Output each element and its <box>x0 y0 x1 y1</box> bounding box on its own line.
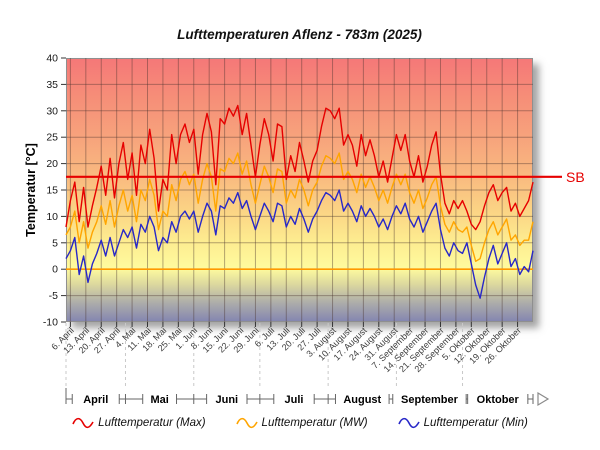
x-tick-label: 6. April <box>49 325 76 352</box>
x-tick-label: 27. Juli <box>295 325 322 352</box>
month-label-backing <box>273 392 315 406</box>
x-tick-label: 27. April <box>92 325 122 355</box>
month-label-backing <box>335 392 390 406</box>
y-tick-label: -10 <box>43 317 58 329</box>
x-tick-label: 13. April <box>61 325 91 355</box>
month-label-august: August <box>343 394 381 406</box>
legend-label-mw: Lufttemperatur (MW) <box>261 417 368 429</box>
x-tick-label: 24. August <box>347 325 385 363</box>
x-tick-label: 11. Mai <box>125 325 152 352</box>
legend: Lufttemperatur (Max) Lufttemperatur (MW)… <box>0 416 600 430</box>
month-label-backing <box>392 392 467 406</box>
x-tick-label: 20. Juli <box>280 325 307 352</box>
x-tick-label: 4. Mai <box>113 325 137 349</box>
x-tick-label: 5. Oktober <box>440 325 477 362</box>
min-wave-glyph <box>397 417 420 429</box>
x-tick-label: 3. August <box>304 325 338 359</box>
x-tick-label: 1. Juni <box>173 325 199 351</box>
y-tick-label: 15 <box>46 185 58 197</box>
y-tick-label: 5 <box>52 237 58 249</box>
month-label-april: April <box>83 394 108 406</box>
mw-wave-glyph <box>235 417 258 429</box>
x-tick-label: 19. Oktober <box>467 325 507 365</box>
month-label-juli: Juli <box>285 394 304 406</box>
y-tick-label: 0 <box>52 264 58 276</box>
month-label-mai: Mai <box>150 394 168 406</box>
x-tick-label: 31. August <box>362 325 400 363</box>
x-tick-label: 12. Oktober <box>452 325 492 365</box>
legend-label-max: Lufttemperatur (Max) <box>98 417 206 429</box>
month-label-backing <box>206 392 248 406</box>
max-wave-glyph <box>72 417 94 429</box>
legend-item-mw: Lufttemperatur (MW) <box>235 416 368 430</box>
wave-line-icon <box>397 417 420 429</box>
y-tick-label: 35 <box>46 79 58 91</box>
wave-line-icon <box>72 417 94 429</box>
month-label-september: September <box>401 394 459 406</box>
x-tick-label: 22. Juni <box>216 325 245 354</box>
month-label-backing <box>467 392 528 406</box>
y-tick-label: -5 <box>49 290 58 302</box>
y-axis-title: Temperatur [°C] <box>24 143 38 237</box>
legend-label-min: Lufttemperatur (Min) <box>423 417 528 429</box>
x-tick-label: 15. Juni <box>201 325 230 354</box>
x-tick-label: 21. September <box>397 325 446 374</box>
legend-item-max: Lufttemperatur (Max) <box>72 416 206 430</box>
scroll-right-arrow[interactable] <box>537 391 550 407</box>
y-tick-label: 30 <box>46 105 58 117</box>
month-label-oktober: Oktober <box>477 394 520 406</box>
sb-reference-label: SB <box>566 168 585 185</box>
x-tick-label: 17. August <box>332 325 370 363</box>
x-tick-label: 20. April <box>77 325 107 355</box>
x-tick-label: 29. Juni <box>231 325 260 354</box>
wave-line-icon <box>235 417 258 429</box>
legend-item-min: Lufttemperatur (Min) <box>397 416 528 430</box>
x-tick-label: 10. August <box>316 325 354 363</box>
y-tick-label: 20 <box>46 158 58 170</box>
x-tick-label: 8. Juni <box>189 325 215 351</box>
x-tick-label: 28. September <box>412 325 461 374</box>
plot-area <box>66 58 533 322</box>
month-label-juni: Juni <box>215 394 238 406</box>
x-tick-label: 6. Juli <box>253 325 277 349</box>
chart-title: Lufttemperaturen Aflenz - 783m (2025) <box>177 27 422 42</box>
x-tick-label: 18. Mai <box>140 325 168 353</box>
x-tick-label: 14. September <box>382 325 431 374</box>
month-label-backing <box>72 392 120 406</box>
month-label-backing <box>142 392 177 406</box>
x-tick-label: 26. Oktober <box>483 325 523 365</box>
y-tick-label: 25 <box>46 132 58 144</box>
x-tick-label: 7. September <box>370 325 415 370</box>
y-tick-label: 40 <box>46 53 58 65</box>
x-tick-label: 25. Mai <box>156 325 184 353</box>
x-tick-label: 13. Juli <box>264 325 291 352</box>
y-tick-label: 10 <box>46 211 58 223</box>
